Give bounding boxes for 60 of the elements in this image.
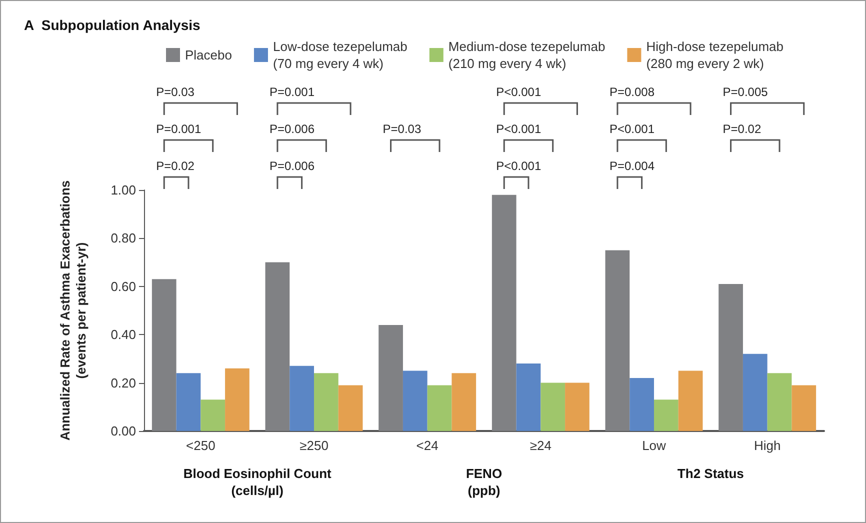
text: P<0.001 <box>496 122 542 136</box>
text: Th2 Status <box>677 466 744 481</box>
text: P=0.02 <box>722 122 762 136</box>
bar <box>565 382 590 431</box>
y-tick-label: 0.80 <box>110 230 136 246</box>
y-tick-label: 1.00 <box>110 182 136 198</box>
bar <box>678 370 703 431</box>
text: P=0.001 <box>156 122 202 136</box>
bar <box>314 373 338 431</box>
text: P<0.001 <box>496 85 542 99</box>
bar <box>338 385 363 431</box>
bar <box>378 324 403 431</box>
bar <box>290 366 314 431</box>
bar <box>605 250 630 431</box>
x-tick-label: ≥250 <box>300 438 328 453</box>
legend-label: Placebo <box>185 48 232 62</box>
text: P=0.008 <box>609 85 655 99</box>
bar <box>492 194 516 431</box>
bar <box>792 385 816 431</box>
text: P=0.03 <box>382 122 422 136</box>
y-axis-title: Annualized Rate of Asthma Exacerbations (events per patient-yr) <box>58 180 88 441</box>
x-tick-label: ≥24 <box>530 438 552 453</box>
bar <box>176 373 201 431</box>
y-tick-label: 0.00 <box>110 424 136 438</box>
text: P<0.001 <box>496 159 542 173</box>
legend-label: Medium-dose tezepelumab (210 mg every 4 wk) <box>448 39 606 71</box>
bar <box>152 279 176 431</box>
chart-title: A Subpopulation Analysis <box>24 17 201 33</box>
bar <box>265 262 290 431</box>
y-tick-label: 0.40 <box>110 327 136 342</box>
bar <box>654 400 678 431</box>
bar <box>225 368 250 431</box>
bar <box>630 378 654 431</box>
x-tick-label: <24 <box>416 438 438 453</box>
text: P=0.004 <box>609 159 655 173</box>
bar <box>516 364 541 431</box>
bar <box>767 373 792 431</box>
bar <box>452 373 476 431</box>
text: P<0.001 <box>609 122 655 136</box>
legend-label: High-dose tezepelumab (280 mg every 2 wk) <box>646 39 784 71</box>
bar <box>427 385 452 431</box>
text: P=0.02 <box>156 159 195 173</box>
text: P=0.006 <box>269 159 315 173</box>
y-tick-label: 0.20 <box>110 375 136 390</box>
text: Blood Eosinophil Count (cells/µl) <box>183 466 332 498</box>
x-tick-label: <250 <box>186 438 216 453</box>
bar <box>402 370 428 431</box>
text: P=0.001 <box>269 85 315 99</box>
text: P=0.03 <box>156 85 195 99</box>
bar <box>540 382 566 431</box>
text: FENO (ppb) <box>466 466 502 498</box>
x-tick-label: High <box>754 438 781 453</box>
text: P=0.006 <box>269 122 315 136</box>
y-tick-label: 0.60 <box>110 278 136 294</box>
bar <box>718 284 743 431</box>
bar <box>742 354 768 431</box>
bar <box>200 400 226 431</box>
text: P=0.005 <box>722 85 768 99</box>
legend-label: Low-dose tezepelumab (70 mg every 4 wk) <box>272 39 408 71</box>
x-tick-label: Low <box>642 438 667 453</box>
